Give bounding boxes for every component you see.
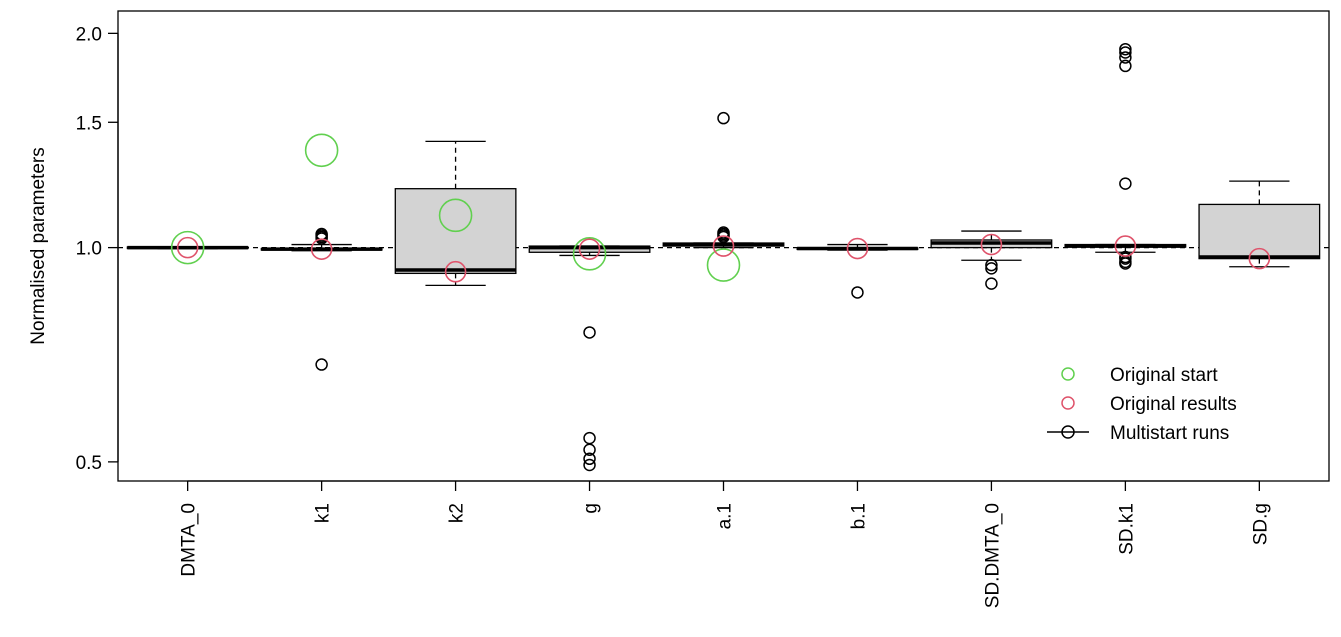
y-tick-label: 1.0 [76,239,102,260]
x-tick-label: k1 [313,503,334,523]
box-a.1 [662,242,785,249]
legend-label: Original results [1110,394,1237,415]
x-tick-label: b.1 [848,503,869,529]
y-tick-label: 0.5 [76,453,102,474]
legend: Original start Original results Multistart… [1047,365,1237,444]
box-k1 [260,243,383,252]
outlier-point [1119,59,1132,73]
y-axis-title: Normalised parameters [28,147,49,344]
original-result-point [980,233,1003,256]
original-result-point [444,260,467,283]
x-tick-label: SD.DMTA_0 [982,503,1003,608]
x-tick-label: DMTA_0 [179,503,200,577]
outlier-point [583,326,596,339]
box-SD.k1 [1064,243,1187,253]
original-result-point [578,238,601,260]
outlier-point [583,458,596,472]
original-result-point [846,237,869,260]
outlier-point [1119,46,1132,59]
x-axis: DMTA_0 k1 k2 g a.1 b.1 SD.DMTA_0 SD.k1 SD.g [179,480,1271,608]
outlier-point [985,262,998,275]
x-tick-label: SD.g [1250,503,1271,545]
x-tick-label: SD.k1 [1116,503,1137,555]
outlier-point [1119,177,1132,190]
y-axis: 0.5 1.0 1.5 2.0 [76,24,119,474]
box-k2 [394,140,517,287]
original-result-point [1248,247,1271,270]
outlier-point [1119,257,1132,270]
outlier-point [985,277,998,290]
original-start-point [438,198,473,233]
outlier-point [717,111,730,125]
y-tick-label: 2.0 [76,24,102,45]
box-SD.g [1198,180,1321,268]
original-result-point [176,236,199,259]
legend-label: Multistart runs [1110,423,1229,444]
y-tick-label: 1.5 [76,113,102,134]
original-result-point [1114,235,1137,257]
x-tick-label: k2 [447,503,468,523]
box-SD.DMTA_0 [930,230,1053,261]
legend-marker [1061,425,1075,439]
original-start-point [170,230,205,265]
original-start-point [706,248,741,282]
x-tick-label: g [581,503,602,514]
outlier-point [1119,42,1132,56]
outlier-point [315,358,328,371]
original-result-point [712,235,735,257]
points-layer [170,42,1271,472]
box-DMTA_0 [126,245,249,250]
outlier-point [851,286,864,299]
original-start-point [304,133,339,168]
outlier-point [1119,252,1132,265]
legend-marker [1061,367,1075,381]
box-g [528,245,651,257]
outlier-point [1119,51,1132,64]
original-start-point [572,237,607,271]
legend-marker [1061,396,1075,410]
outlier-point [583,431,596,445]
outlier-point [985,258,998,272]
outlier-point [583,452,596,466]
boxes-layer [126,140,1321,287]
box-rect [1198,203,1321,260]
legend-label: Original start [1110,365,1218,386]
x-tick-label: a.1 [715,503,736,529]
original-result-point [310,238,333,260]
outlier-point [583,443,596,457]
box-b.1 [796,243,919,251]
